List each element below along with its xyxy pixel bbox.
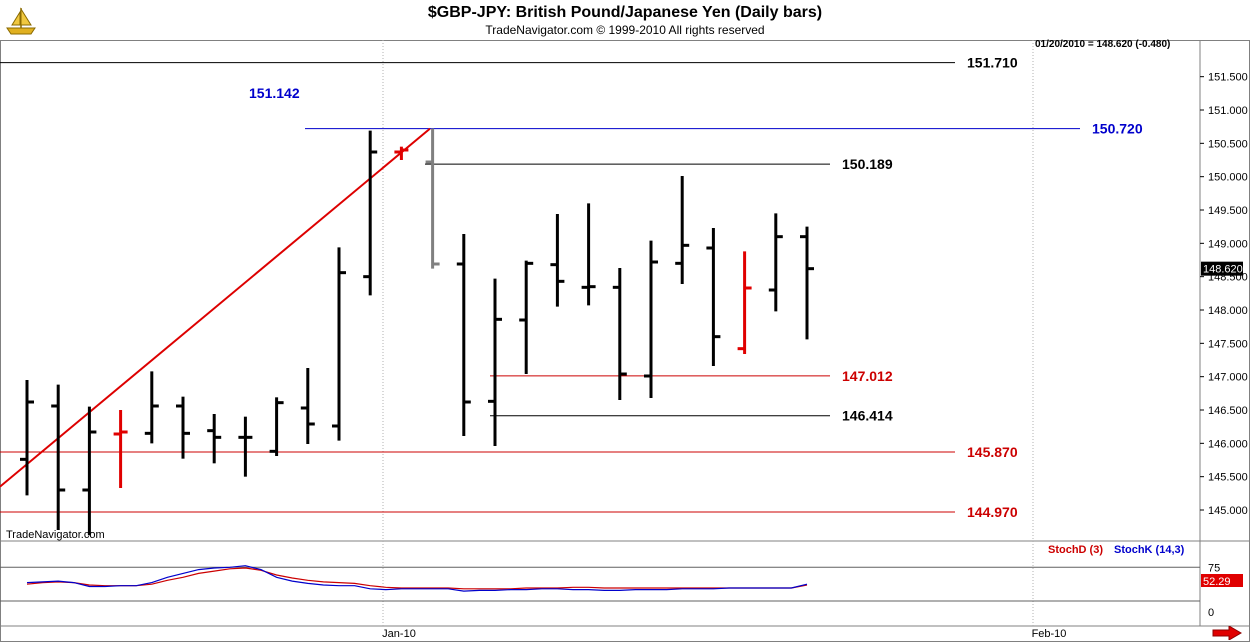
x-tick-label: Jan-10	[382, 628, 416, 640]
price-bar	[644, 240, 658, 398]
y-tick-label: 149.500	[1208, 205, 1248, 217]
right-arrow-icon[interactable]	[1212, 626, 1242, 640]
copyright-subtitle: TradeNavigator.com © 1999-2010 All right…	[485, 23, 765, 37]
last-price-label: 148.620	[1203, 264, 1243, 276]
y-tick-label: 149.000	[1208, 238, 1248, 250]
price-bar	[550, 214, 565, 307]
price-bar	[706, 228, 721, 366]
x-tick-label: Feb-10	[1032, 628, 1067, 640]
level-label: 147.012	[842, 368, 893, 384]
level-label: 145.870	[967, 444, 1018, 460]
date-axis: Jan-10 Feb-10	[382, 628, 1066, 640]
level-label: 150.720	[1092, 121, 1143, 137]
level-label: 150.189	[842, 156, 893, 172]
price-bar	[425, 128, 440, 269]
price-bar	[737, 251, 752, 354]
annotation-label: 151.142	[249, 85, 300, 101]
price-bar	[456, 234, 471, 436]
price-bar	[768, 213, 783, 312]
price-bar	[176, 396, 190, 459]
price-bar	[488, 278, 502, 446]
price-bar	[20, 380, 34, 496]
y-tick-label: 145.500	[1208, 472, 1248, 484]
stoch-legend: StochK (14,3)	[1114, 544, 1185, 556]
stoch-tick-label: 75	[1208, 562, 1220, 574]
level-label: 144.970	[967, 504, 1018, 520]
price-bar	[332, 247, 346, 441]
price-axis: 151.500 151.000 150.500 150.000 149.500 149.0…	[1200, 72, 1248, 517]
price-bar	[519, 260, 534, 374]
price-bar	[269, 397, 284, 456]
price-bar	[113, 410, 128, 488]
last-price-info: 01/20/2010 = 148.620 (-0.480)	[1035, 39, 1171, 50]
level-label: 146.414	[842, 408, 893, 424]
y-tick-label: 151.000	[1208, 105, 1248, 117]
price-bar	[238, 416, 253, 477]
stochastic-panel: StochD (3) StochK (14,3) 75 0 52.29	[0, 544, 1243, 619]
price-bar	[300, 368, 315, 444]
y-tick-label: 150.000	[1208, 172, 1248, 184]
ship-icon[interactable]	[4, 4, 38, 38]
chart-title: $GBP-JPY: British Pound/Japanese Yen (Da…	[427, 4, 823, 21]
y-tick-label: 147.500	[1208, 338, 1248, 350]
price-bar	[612, 268, 627, 400]
y-tick-label: 146.000	[1208, 438, 1248, 450]
stoch-series-line	[26, 565, 808, 592]
price-bars	[20, 128, 814, 536]
price-bar	[144, 371, 159, 444]
y-tick-label: 150.500	[1208, 138, 1248, 150]
price-bar	[394, 146, 409, 160]
price-bar	[800, 226, 814, 340]
price-bar	[363, 130, 378, 296]
price-bar	[82, 406, 97, 536]
y-tick-label: 147.000	[1208, 372, 1248, 384]
support-resistance-levels: 151.710 150.720 150.189 147.012 146.414 145.8…	[0, 55, 1143, 520]
y-tick-label: 148.000	[1208, 305, 1248, 317]
price-bar	[581, 203, 596, 306]
y-tick-label: 146.500	[1208, 405, 1248, 417]
last-price-box	[1201, 261, 1243, 276]
uptrend-line	[0, 127, 431, 488]
trendline	[0, 127, 431, 488]
stoch-series-line	[26, 567, 808, 590]
stoch-value-box	[1201, 574, 1243, 587]
price-bar	[675, 176, 690, 284]
watermark: TradeNavigator.com	[6, 529, 105, 541]
y-tick-label: 151.500	[1208, 72, 1248, 84]
stoch-value-label: 52.29	[1203, 576, 1231, 588]
stoch-legend: StochD (3)	[1048, 544, 1103, 556]
y-tick-label: 145.000	[1208, 505, 1248, 517]
price-bar	[51, 384, 66, 530]
stoch-tick-label: 0	[1208, 607, 1214, 619]
price-bar	[207, 414, 222, 464]
level-label: 151.710	[967, 55, 1018, 71]
